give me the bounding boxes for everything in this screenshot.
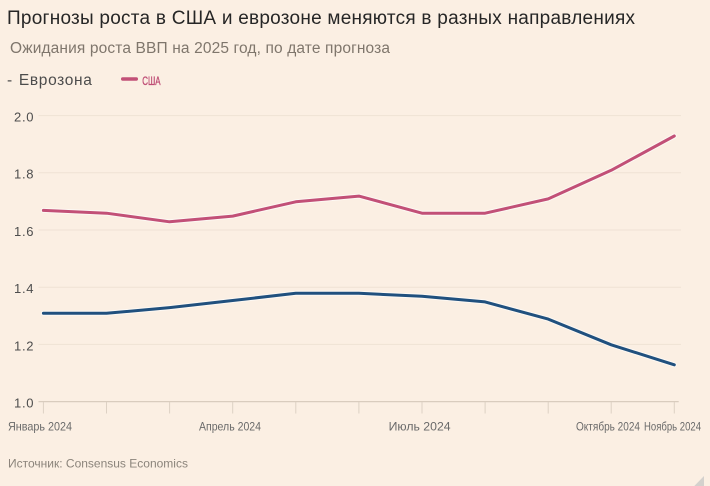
- svg-text:Октябрь 2024: Октябрь 2024: [576, 420, 640, 434]
- svg-text:-: -: [7, 72, 12, 89]
- svg-text:Прогнозы роста в США и еврозон: Прогнозы роста в США и еврозоне меняются…: [7, 8, 636, 29]
- svg-text:Источник: Consensus Economics: Источник: Consensus Economics: [8, 457, 188, 471]
- svg-text:1.8: 1.8: [14, 167, 34, 182]
- svg-text:Апрель 2024: Апрель 2024: [199, 420, 261, 434]
- svg-text:Ожидания роста ВВП на 2025 год: Ожидания роста ВВП на 2025 год, по дате …: [10, 40, 390, 57]
- svg-text:1.4: 1.4: [14, 281, 34, 296]
- svg-text:Январь 2024: Январь 2024: [8, 420, 72, 434]
- svg-text:Еврозона: Еврозона: [19, 72, 92, 89]
- svg-text:1.6: 1.6: [14, 224, 34, 239]
- svg-text:Ноябрь 2024: Ноябрь 2024: [644, 420, 701, 434]
- svg-text:Июль 2024: Июль 2024: [389, 420, 451, 434]
- svg-text:1.2: 1.2: [14, 338, 34, 353]
- svg-text:2.0: 2.0: [14, 110, 34, 125]
- svg-text:1.0: 1.0: [14, 396, 34, 411]
- svg-text:США: США: [142, 74, 160, 88]
